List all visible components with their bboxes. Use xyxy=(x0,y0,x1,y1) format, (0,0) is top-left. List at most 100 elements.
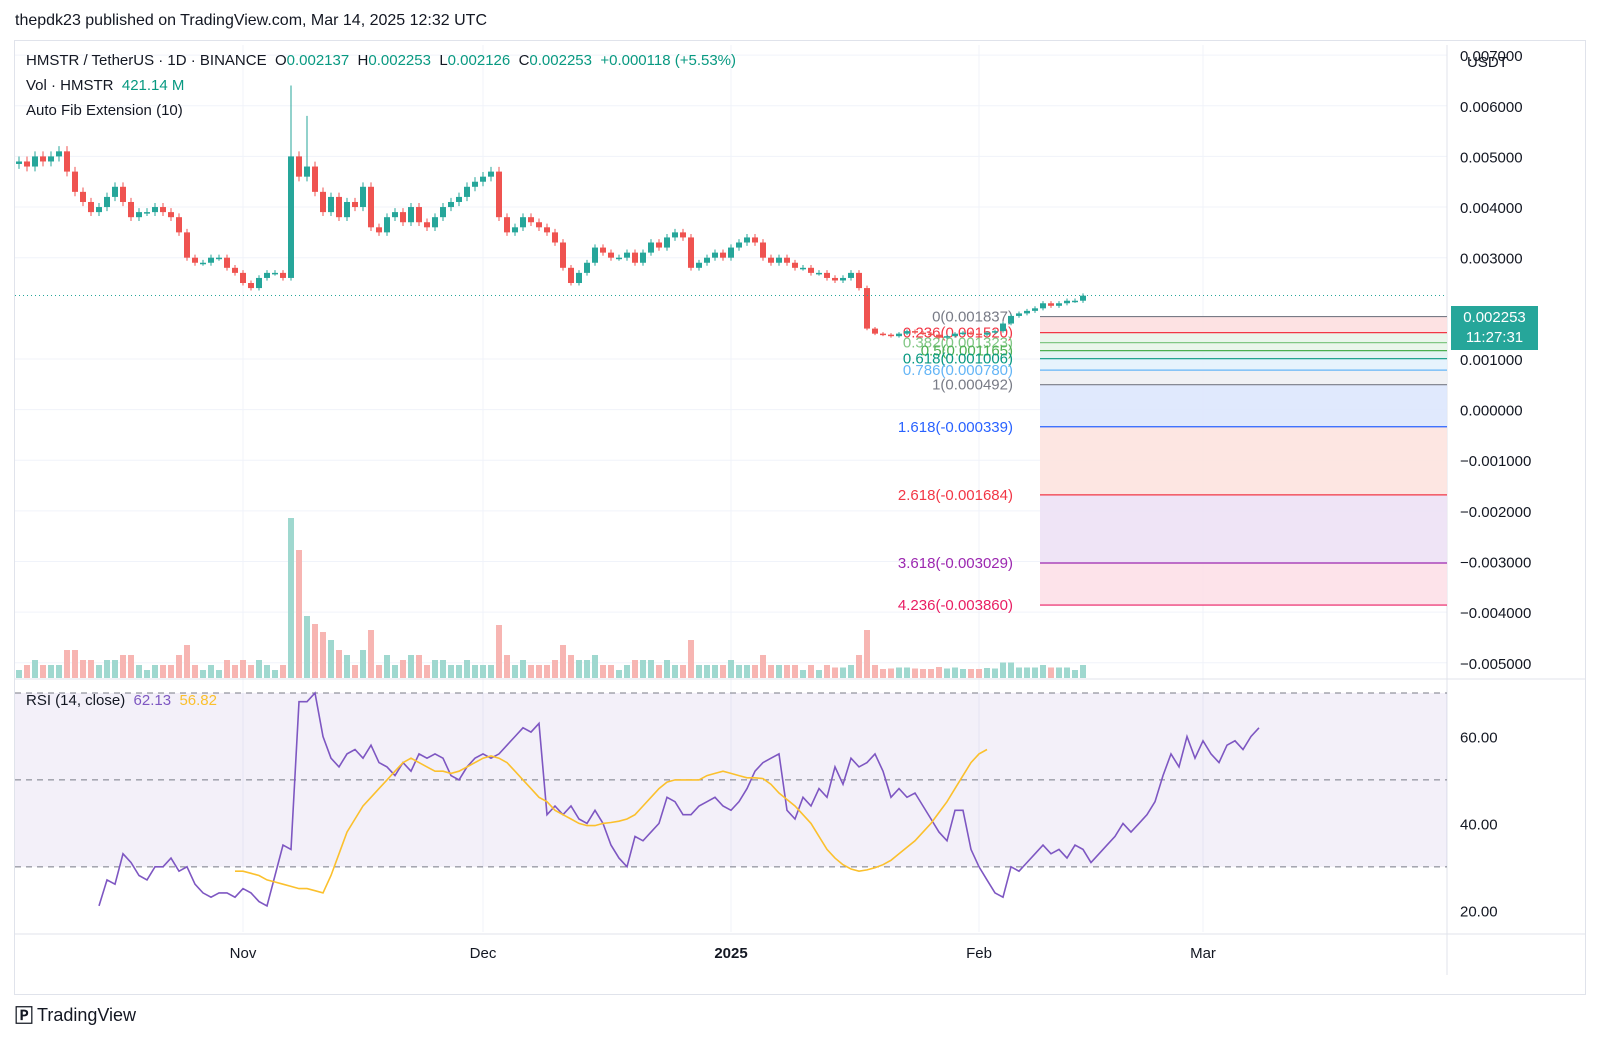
volume-bar xyxy=(752,665,758,678)
volume-bar xyxy=(632,660,638,678)
publisher-line: thepdk23 published on TradingView.com, M… xyxy=(15,12,487,29)
candle-body xyxy=(840,277,846,281)
fib-level-label: 1(0.000492) xyxy=(932,377,1013,394)
candle-body xyxy=(144,212,150,214)
fib-indicator-label[interactable]: Auto Fib Extension (10) xyxy=(26,102,183,119)
fib-level-label: 0.382(0.001323) xyxy=(903,335,1013,352)
candle-body xyxy=(912,331,918,333)
fib-level-label: 2.618(-0.001684) xyxy=(898,487,1013,504)
fib-level-label: 0.5(0.001165) xyxy=(921,343,1013,360)
volume-label[interactable]: Vol · HMSTR xyxy=(26,77,114,94)
close-value: 0.002253 xyxy=(529,52,592,69)
volume-bar xyxy=(760,655,766,678)
candle-body xyxy=(832,277,838,281)
candle-body xyxy=(440,207,446,218)
volume-bar xyxy=(768,665,774,678)
candle-body xyxy=(664,237,670,248)
legend-rsi-row[interactable]: RSI (14, close) 62.13 56.82 xyxy=(26,692,217,709)
volume-bar xyxy=(816,670,822,678)
price-tick-label: 0.003000 xyxy=(1460,251,1523,268)
legend-volume-row[interactable]: Vol · HMSTR 421.14 M xyxy=(26,77,184,94)
rsi-label[interactable]: RSI (14, close) xyxy=(26,692,126,709)
volume-bar xyxy=(936,667,942,678)
rsi-line xyxy=(98,691,1260,908)
volume-bar xyxy=(240,660,246,678)
volume-bar xyxy=(368,630,374,678)
candle-body xyxy=(224,257,230,268)
candle-body xyxy=(320,191,326,213)
candle-body xyxy=(944,336,950,338)
candle-body xyxy=(816,272,822,275)
candle-body xyxy=(896,333,902,337)
currency-label[interactable]: USDT xyxy=(1467,54,1508,71)
volume-bar xyxy=(440,660,446,678)
candle-body xyxy=(416,207,422,223)
candle-body xyxy=(216,257,222,260)
candle-body xyxy=(496,171,502,218)
candle-body xyxy=(624,252,630,258)
candle-body xyxy=(824,272,830,278)
volume-bar xyxy=(560,645,566,678)
candle-body xyxy=(656,242,662,248)
volume-bar xyxy=(896,667,902,678)
volume-bar xyxy=(224,660,230,678)
legend-fib-row[interactable]: Auto Fib Extension (10) xyxy=(26,102,183,119)
candle-body xyxy=(464,186,470,197)
fib-level-label: 0.786(0.000780) xyxy=(903,362,1013,379)
volume-bar xyxy=(464,660,470,678)
volume-bar xyxy=(48,665,54,678)
volume-bar xyxy=(536,665,542,678)
candle-body xyxy=(888,334,894,337)
legend-symbol-row[interactable]: HMSTR / TetherUS · 1D · BINANCE O0.00213… xyxy=(26,52,736,69)
volume-bar xyxy=(496,625,502,678)
volume-bar xyxy=(272,670,278,678)
candle-body xyxy=(864,288,870,329)
candle-body xyxy=(728,247,734,258)
volume-bar xyxy=(1000,662,1006,678)
volume-bar xyxy=(488,665,494,678)
candle-body xyxy=(680,232,686,238)
change-value: +0.000118 (+5.53%) xyxy=(600,52,737,69)
volume-bar xyxy=(456,665,462,678)
candle-body xyxy=(984,332,990,335)
volume-bar xyxy=(984,668,990,678)
candle-body xyxy=(80,191,86,202)
volume-bar xyxy=(176,655,182,678)
volume-bar xyxy=(280,665,286,678)
candle-body xyxy=(472,181,478,187)
candle-body xyxy=(256,277,262,289)
volume-bar xyxy=(736,665,742,678)
tradingview-logo[interactable]: 🄿 TradingView xyxy=(15,1002,136,1028)
candle-body xyxy=(512,227,518,233)
candle-body xyxy=(760,242,766,258)
symbol-title[interactable]: HMSTR / TetherUS · 1D · BINANCE xyxy=(26,52,267,69)
candle-body xyxy=(528,217,534,223)
candle-body xyxy=(856,272,862,289)
candle-body xyxy=(904,331,910,334)
volume-bar xyxy=(24,665,30,678)
price-tick-label: 0.007000 xyxy=(1460,48,1523,65)
candle-body xyxy=(504,217,510,233)
price-tick-label: −0.003000 xyxy=(1460,555,1531,572)
candle-body xyxy=(1072,300,1078,303)
fib-zone xyxy=(1040,562,1447,606)
candle-body xyxy=(368,186,374,228)
bar-countdown: 11:27:31 xyxy=(1465,329,1524,346)
candle-body xyxy=(800,267,806,270)
volume-bar xyxy=(744,665,750,678)
candle-body xyxy=(808,267,814,273)
volume-bar xyxy=(920,669,926,678)
last-price-badge: 0.002253 11:27:31 xyxy=(1451,306,1538,350)
candle-body xyxy=(168,212,174,218)
candle-body xyxy=(488,171,494,177)
candle-body xyxy=(712,252,718,258)
volume-bar xyxy=(344,655,350,678)
volume-bar xyxy=(576,660,582,678)
candle-body xyxy=(88,201,94,213)
volume-bar xyxy=(376,665,382,678)
candle-body xyxy=(648,242,654,253)
tradingview-logo-icon: 🄿 xyxy=(15,1006,33,1026)
candle-body xyxy=(992,331,998,333)
candle-body xyxy=(64,151,70,172)
